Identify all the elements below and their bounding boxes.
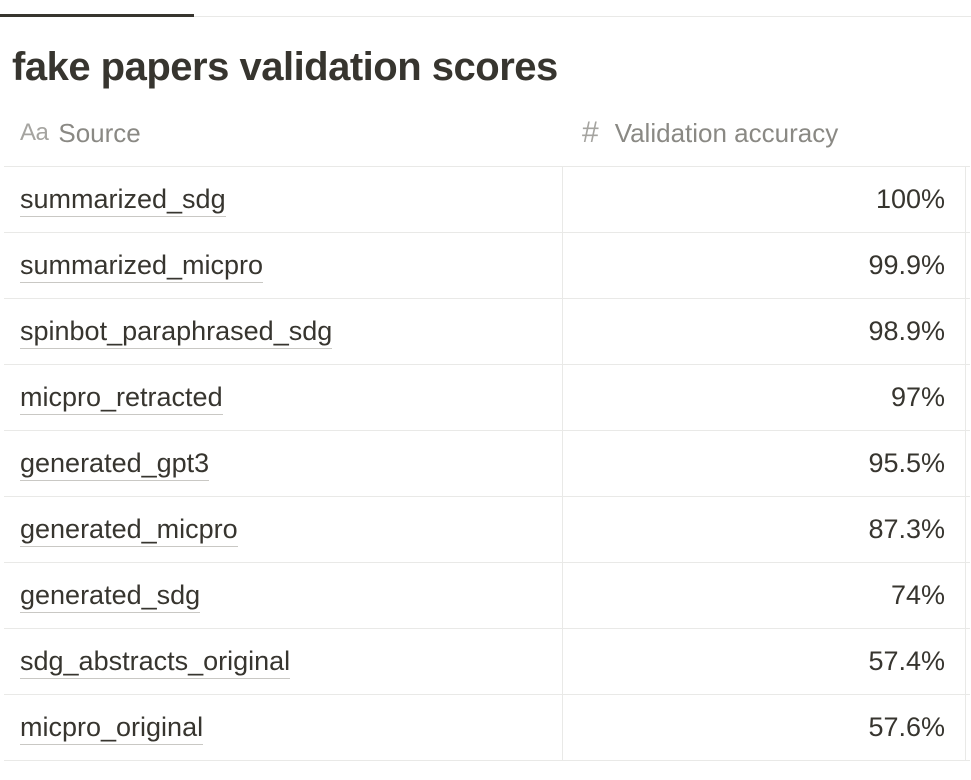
validation-accuracy-cell[interactable]: 97%: [890, 382, 945, 412]
validation-accuracy-cell[interactable]: 98.9%: [868, 316, 945, 346]
cell-divider: [965, 233, 966, 298]
table-row[interactable]: summarized_micpro 99.9%: [4, 233, 970, 299]
validation-accuracy-cell[interactable]: 99.9%: [868, 250, 945, 280]
cell-divider: [965, 563, 966, 628]
table-body: summarized_sdg 100% summarized_micpro 99.9%…: [4, 167, 970, 761]
source-cell[interactable]: sdg_abstracts_original: [4, 629, 563, 694]
tab-divider: [0, 16, 971, 17]
validation-accuracy-cell[interactable]: 95.5%: [868, 448, 945, 478]
validation-accuracy-cell[interactable]: 57.6%: [868, 712, 945, 742]
column-header-label: Source: [58, 117, 141, 148]
cell-divider: [965, 299, 966, 364]
source-cell[interactable]: micpro_original: [4, 695, 563, 760]
cell-divider: [965, 431, 966, 496]
source-page-link[interactable]: micpro_retracted: [20, 381, 223, 415]
cell-divider: [965, 365, 966, 430]
source-cell[interactable]: generated_micpro: [4, 497, 563, 562]
text-property-icon: Aa: [20, 119, 49, 146]
source-page-link[interactable]: summarized_sdg: [20, 183, 226, 217]
table-row[interactable]: generated_sdg 74%: [4, 563, 970, 629]
cell-divider: [965, 167, 966, 232]
number-property-icon: #: [582, 116, 599, 149]
source-page-link[interactable]: micpro_original: [20, 711, 204, 745]
cell-divider: [965, 695, 966, 760]
column-header-validation-accuracy[interactable]: # Validation accuracy: [582, 100, 838, 166]
table-header: Aa Source # Validation accuracy: [4, 100, 970, 167]
active-view-tab-indicator[interactable]: [0, 14, 194, 17]
source-cell[interactable]: summarized_micpro: [4, 233, 563, 298]
column-header-source[interactable]: Aa Source: [20, 100, 141, 166]
table-row[interactable]: micpro_retracted 97%: [4, 365, 970, 431]
validation-accuracy-cell[interactable]: 74%: [890, 580, 945, 610]
column-header-label: Validation accuracy: [614, 117, 839, 148]
table-row[interactable]: micpro_original 57.6%: [4, 695, 970, 761]
table-row[interactable]: generated_gpt3 95.5%: [4, 431, 970, 497]
cell-divider: [965, 497, 966, 562]
source-page-link[interactable]: generated_micpro: [20, 513, 238, 547]
source-page-link[interactable]: generated_sdg: [20, 579, 201, 613]
validation-accuracy-cell[interactable]: 100%: [875, 184, 945, 214]
database-table: Aa Source # Validation accuracy summariz…: [4, 100, 970, 761]
table-row[interactable]: spinbot_paraphrased_sdg 98.9%: [4, 299, 970, 365]
source-cell[interactable]: generated_gpt3: [4, 431, 563, 496]
validation-accuracy-cell[interactable]: 87.3%: [868, 514, 945, 544]
source-cell[interactable]: micpro_retracted: [4, 365, 563, 430]
source-page-link[interactable]: sdg_abstracts_original: [20, 645, 291, 679]
validation-accuracy-cell[interactable]: 57.4%: [868, 646, 945, 676]
table-row[interactable]: sdg_abstracts_original 57.4%: [4, 629, 970, 695]
source-page-link[interactable]: spinbot_paraphrased_sdg: [20, 315, 333, 349]
database-title[interactable]: fake papers validation scores: [12, 45, 558, 89]
source-cell[interactable]: generated_sdg: [4, 563, 563, 628]
source-cell[interactable]: spinbot_paraphrased_sdg: [4, 299, 563, 364]
source-page-link[interactable]: generated_gpt3: [20, 447, 210, 481]
table-row[interactable]: summarized_sdg 100%: [4, 167, 970, 233]
source-cell[interactable]: summarized_sdg: [4, 167, 563, 232]
source-page-link[interactable]: summarized_micpro: [20, 249, 264, 283]
table-row[interactable]: generated_micpro 87.3%: [4, 497, 970, 563]
cell-divider: [965, 629, 966, 694]
